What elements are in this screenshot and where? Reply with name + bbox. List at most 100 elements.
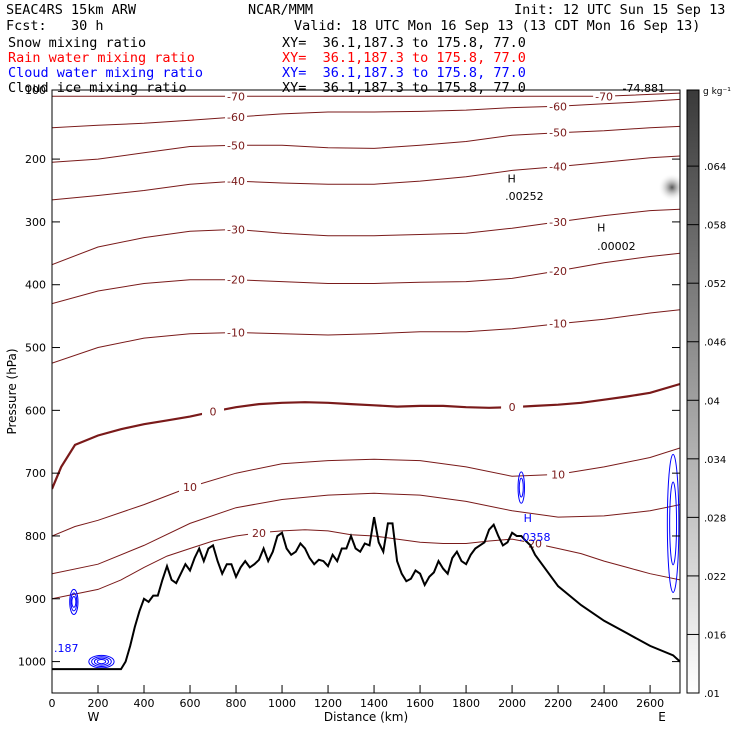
ice-maximum-shading xyxy=(658,173,680,202)
valid-time: Valid: 18 UTC Mon 16 Sep 13 (13 CDT Mon … xyxy=(294,18,701,34)
isotherm-10 xyxy=(52,447,680,537)
x-tick-label: 2200 xyxy=(544,697,572,710)
isotherm-label: -20 xyxy=(227,274,245,287)
cloud-water-contour xyxy=(518,477,524,498)
colorbar-label: .01 xyxy=(704,689,720,700)
center-title: NCAR/MMM xyxy=(248,2,314,18)
isotherm-label-bg xyxy=(248,526,271,539)
field-snow-xy: XY= 36.1,187.3 to 175.8, 77.0 xyxy=(282,35,526,51)
y-tick-label: 500 xyxy=(25,342,46,355)
field-cloud-ice-xy: XY= 36.1,187.3 to 175.8, 77.0 xyxy=(282,80,526,96)
field-cloud-water-label: Cloud water mixing ratio xyxy=(8,65,204,81)
isotherm-label-bg xyxy=(225,139,248,152)
y-axis-title: Pressure (hPa) xyxy=(5,348,19,434)
y-tick-label: 400 xyxy=(25,279,46,292)
field-snow-label: Snow mixing ratio xyxy=(8,35,147,51)
y-tick-label: 1000 xyxy=(18,656,46,669)
isotherm--60 xyxy=(52,98,680,129)
colorbar-label: .058 xyxy=(704,221,726,232)
colorbar xyxy=(686,89,700,694)
isotherm-unlabeled-9 xyxy=(52,492,680,575)
cloud-water-contour xyxy=(93,657,109,666)
x-axis-title: Distance (km) xyxy=(324,710,408,724)
cloud-water-contour xyxy=(669,481,678,566)
isotherm-label: 0 xyxy=(509,401,516,414)
x-tick-label: 2000 xyxy=(498,697,526,710)
isotherm-label: -20 xyxy=(549,265,567,278)
y-tick-label: 900 xyxy=(25,593,46,606)
cloud-water-contour xyxy=(71,596,77,608)
annotation-label: -74.881 xyxy=(622,82,664,95)
x-tick-label: 200 xyxy=(88,697,109,710)
field-cloud-ice-label: Cloud ice mixing ratio xyxy=(8,80,187,96)
isotherm-label: -30 xyxy=(549,216,567,229)
isotherm-label-bg xyxy=(547,215,570,228)
colorbar-label: .064 xyxy=(704,162,726,173)
cloud-water-contour xyxy=(517,471,525,504)
annotation-label: .00002 xyxy=(597,240,636,253)
isotherm-label-bg xyxy=(179,480,202,493)
cloud-water-contour xyxy=(91,656,112,667)
field-cloud-water-xy: XY= 36.1,187.3 to 175.8, 77.0 xyxy=(282,65,526,81)
isotherm-label: 0 xyxy=(210,406,217,419)
x-tick-label: 600 xyxy=(180,697,201,710)
isotherm-label-bg xyxy=(547,264,570,277)
cloud-water-contour xyxy=(70,592,78,612)
isotherm-label: 20 xyxy=(252,527,266,540)
annotation-label: H xyxy=(524,512,532,525)
isotherm--70 xyxy=(52,92,680,97)
annotation-label: H xyxy=(597,221,605,234)
isotherm-label-bg xyxy=(547,317,570,330)
isotherm--50 xyxy=(52,125,680,163)
isotherm-label: -70 xyxy=(227,90,245,103)
colorbar-label: .046 xyxy=(704,338,726,349)
plot-frame xyxy=(51,89,681,694)
forecast-hour: Fcst: 30 h xyxy=(6,18,104,34)
isotherm--30 xyxy=(52,208,680,266)
x-tick-label: 400 xyxy=(134,697,155,710)
colorbar-label: .034 xyxy=(704,455,726,466)
cloud-water-contour xyxy=(88,654,115,669)
colorbar-label: .022 xyxy=(704,572,726,583)
isotherm-label: -40 xyxy=(549,161,567,174)
y-tick-label: 300 xyxy=(25,216,46,229)
x-tick-label: 1200 xyxy=(314,697,342,710)
isotherm-label: -30 xyxy=(227,223,245,236)
isotherm--40 xyxy=(52,155,680,201)
isotherm-label-bg xyxy=(547,160,570,173)
x-tick-label: 1000 xyxy=(268,697,296,710)
y-tick-label: 700 xyxy=(25,467,46,480)
y-tick-label-top: 100 xyxy=(25,84,46,97)
colorbar-label: .016 xyxy=(704,630,726,641)
x-tick-label: 2600 xyxy=(636,697,664,710)
isotherm-label: -60 xyxy=(549,100,567,113)
east-label: E xyxy=(658,710,666,724)
colorbar-unit: g kg⁻¹ xyxy=(703,87,731,97)
x-tick-label: 800 xyxy=(226,697,247,710)
isotherm-label-bg xyxy=(225,90,248,103)
isotherm--10 xyxy=(52,309,680,364)
x-tick-label: 1800 xyxy=(452,697,480,710)
field-rain-label: Rain water mixing ratio xyxy=(8,50,195,66)
isotherm-label: -50 xyxy=(549,127,567,140)
x-tick-label: 1600 xyxy=(406,697,434,710)
isotherm-label-bg xyxy=(225,223,248,236)
y-tick-label: 200 xyxy=(25,153,46,166)
west-label: W xyxy=(87,710,99,724)
x-tick-label: 0 xyxy=(49,697,56,710)
isotherm-label-bg xyxy=(524,537,547,550)
isotherm-20 xyxy=(52,529,680,600)
annotation-label: H xyxy=(507,172,515,185)
isotherm-label: -50 xyxy=(227,139,245,152)
isotherm-label-bg xyxy=(202,405,225,418)
isotherm-label: 10 xyxy=(551,468,565,481)
annotation-label: .187 xyxy=(54,642,79,655)
isotherm-label: -70 xyxy=(595,90,613,103)
isotherm-label-bg xyxy=(547,126,570,139)
isotherm-label-bg xyxy=(225,326,248,339)
field-rain-xy: XY= 36.1,187.3 to 175.8, 77.0 xyxy=(282,50,526,66)
colorbar-label: .04 xyxy=(704,396,720,407)
annotation-label: .00252 xyxy=(505,190,543,203)
isotherm-label: -10 xyxy=(549,318,567,331)
